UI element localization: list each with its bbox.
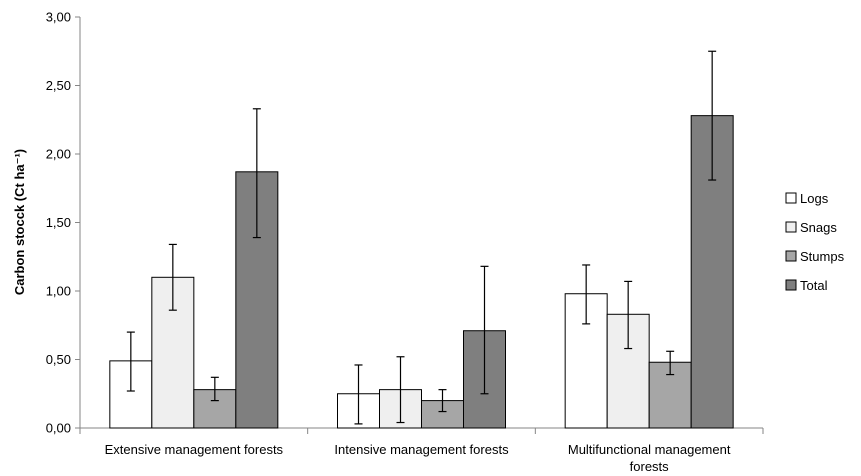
- y-axis-title: Carbon stocck (Ct ha⁻¹): [12, 149, 27, 295]
- x-category-label: Intensive management forests: [334, 442, 509, 457]
- y-tick-label: 1,00: [46, 284, 71, 299]
- legend-swatch-stumps: [785, 250, 797, 262]
- x-category-label: Multifunctional management: [568, 442, 731, 457]
- y-tick-label: 3,00: [46, 10, 71, 25]
- x-category-label: Extensive management forests: [105, 442, 284, 457]
- y-tick-label: 0,50: [46, 352, 71, 367]
- legend-label-stumps: Stumps: [800, 249, 845, 264]
- plot-area: 0,00 0,50 1,00 1,50 2,00 2,50 3,00 Extensive ma…: [46, 10, 764, 474]
- legend-label-total: Total: [800, 278, 828, 293]
- legend-label-snags: Snags: [800, 220, 837, 235]
- y-tick-label: 1,50: [46, 215, 71, 230]
- legend-label-logs: Logs: [800, 191, 829, 206]
- y-tick-label: 2,50: [46, 78, 71, 93]
- legend-swatch-total: [785, 279, 797, 291]
- y-tick-label: 2,00: [46, 147, 71, 162]
- legend-swatch-logs: [785, 192, 797, 204]
- x-category-label: forests: [630, 459, 670, 474]
- y-tick-label: 0,00: [46, 421, 71, 436]
- legend-swatch-snags: [785, 221, 797, 233]
- legend: Logs Snags Stumps Total: [785, 191, 845, 293]
